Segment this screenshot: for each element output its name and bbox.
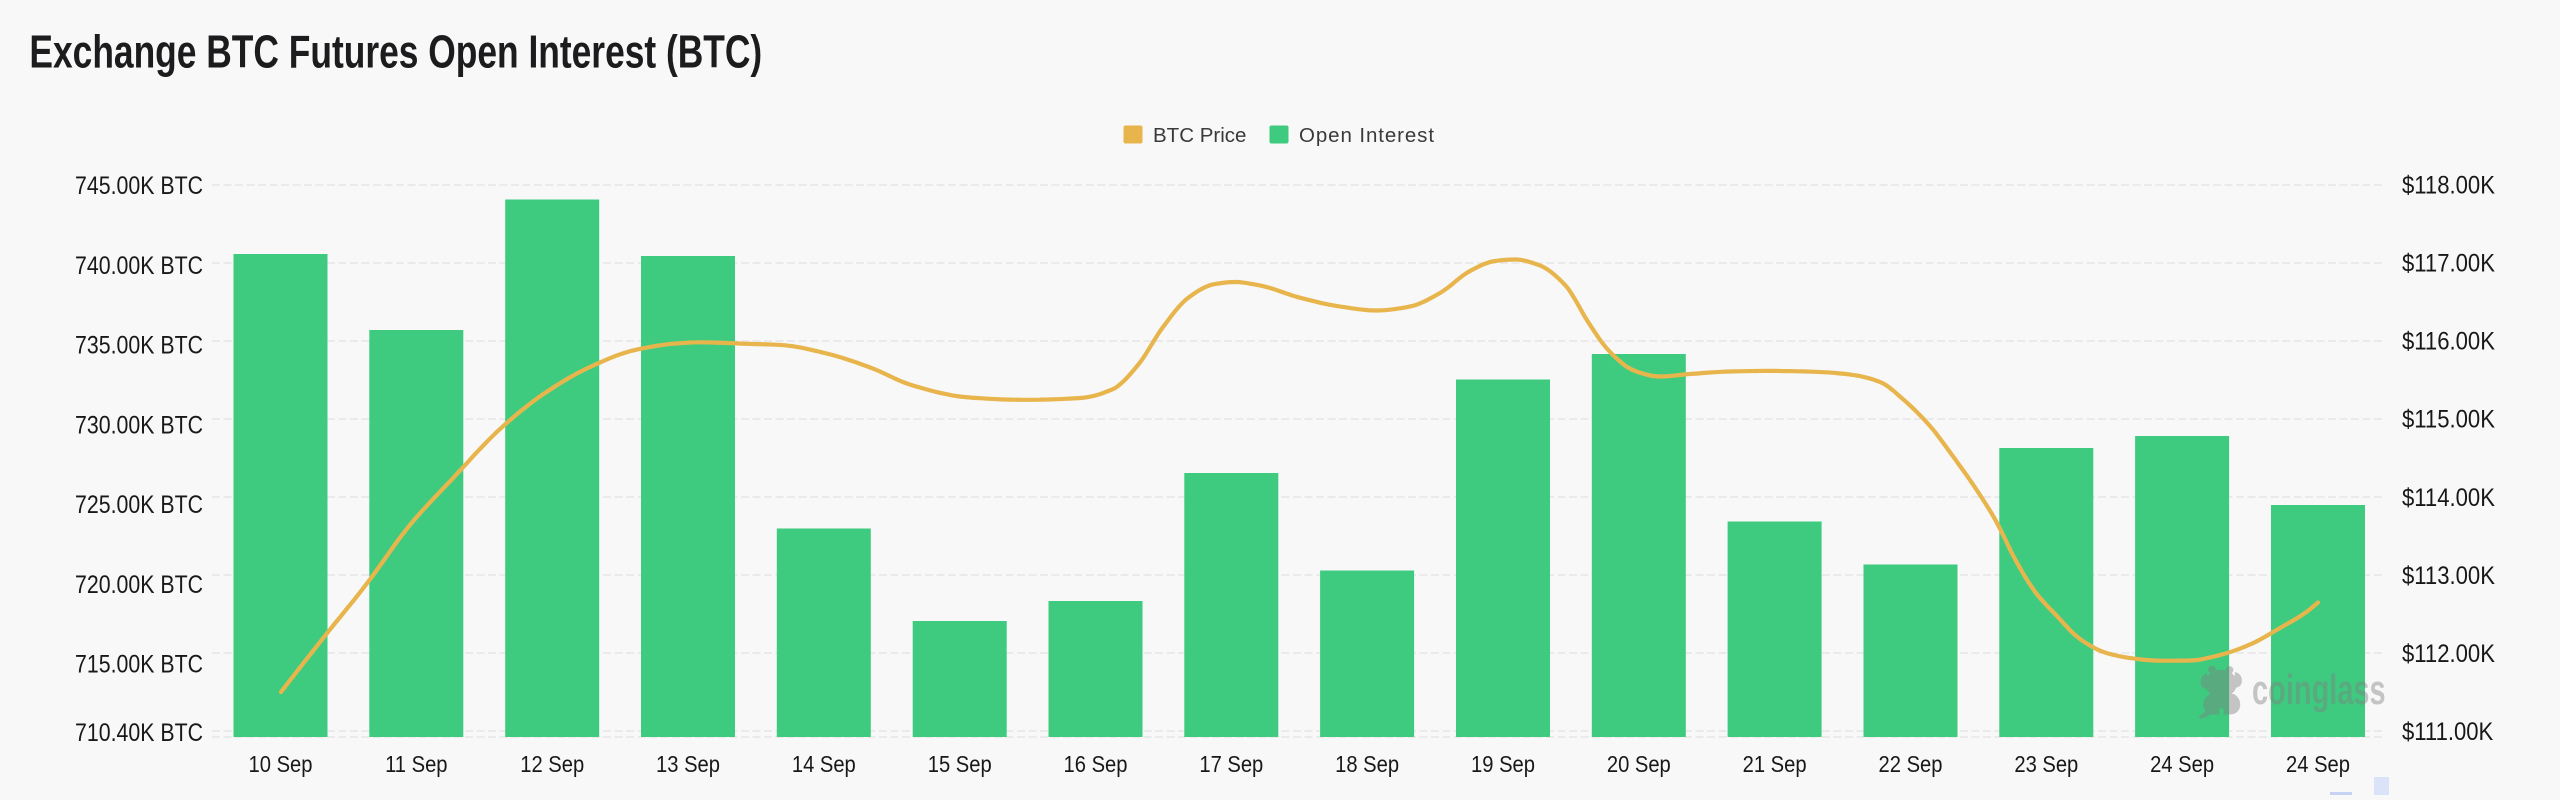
svg-text:720.00K BTC: 720.00K BTC — [75, 570, 203, 598]
svg-text:$114.00K: $114.00K — [2402, 484, 2495, 512]
svg-text:715.00K BTC: 715.00K BTC — [75, 650, 203, 678]
svg-text:710.40K BTC: 710.40K BTC — [75, 718, 203, 746]
svg-text:12 Sep: 12 Sep — [520, 751, 584, 778]
svg-text:24 Sep: 24 Sep — [2150, 751, 2214, 778]
svg-text:13 Sep: 13 Sep — [656, 751, 720, 778]
svg-text:10 Sep: 10 Sep — [249, 751, 313, 778]
svg-text:23 Sep: 23 Sep — [2014, 751, 2078, 778]
svg-text:16 Sep: 16 Sep — [1064, 751, 1128, 778]
svg-text:24 Sep: 24 Sep — [2286, 751, 2350, 778]
svg-text:BTC Price: BTC Price — [1153, 124, 1246, 147]
svg-text:21 Sep: 21 Sep — [1743, 751, 1807, 778]
svg-text:14 Sep: 14 Sep — [792, 751, 856, 778]
svg-text:$117.00K: $117.00K — [2402, 249, 2495, 277]
svg-text:11 Sep: 11 Sep — [385, 751, 447, 778]
svg-text:$112.00K: $112.00K — [2402, 640, 2495, 668]
svg-text:Exchange BTC Futures Open Inte: Exchange BTC Futures Open Interest (BTC) — [29, 26, 762, 78]
svg-text:Open Interest: Open Interest — [1299, 124, 1435, 147]
svg-text:735.00K BTC: 735.00K BTC — [75, 331, 203, 359]
svg-text:$111.00K: $111.00K — [2402, 718, 2494, 746]
svg-text:22 Sep: 22 Sep — [1879, 751, 1943, 778]
svg-text:$118.00K: $118.00K — [2402, 171, 2495, 199]
svg-text:coinglass: coinglass — [2252, 666, 2386, 714]
svg-text:740.00K BTC: 740.00K BTC — [75, 251, 203, 279]
svg-text:19 Sep: 19 Sep — [1471, 751, 1535, 778]
svg-text:18 Sep: 18 Sep — [1335, 751, 1399, 778]
svg-text:$113.00K: $113.00K — [2402, 562, 2495, 590]
svg-text:15 Sep: 15 Sep — [928, 751, 992, 778]
svg-text:$116.00K: $116.00K — [2402, 327, 2495, 355]
svg-text:725.00K BTC: 725.00K BTC — [75, 491, 203, 519]
svg-text:745.00K BTC: 745.00K BTC — [75, 172, 203, 200]
svg-text:730.00K BTC: 730.00K BTC — [75, 411, 203, 439]
svg-text:20 Sep: 20 Sep — [1607, 751, 1671, 778]
svg-text:$115.00K: $115.00K — [2402, 405, 2495, 433]
svg-text:17 Sep: 17 Sep — [1199, 751, 1263, 778]
